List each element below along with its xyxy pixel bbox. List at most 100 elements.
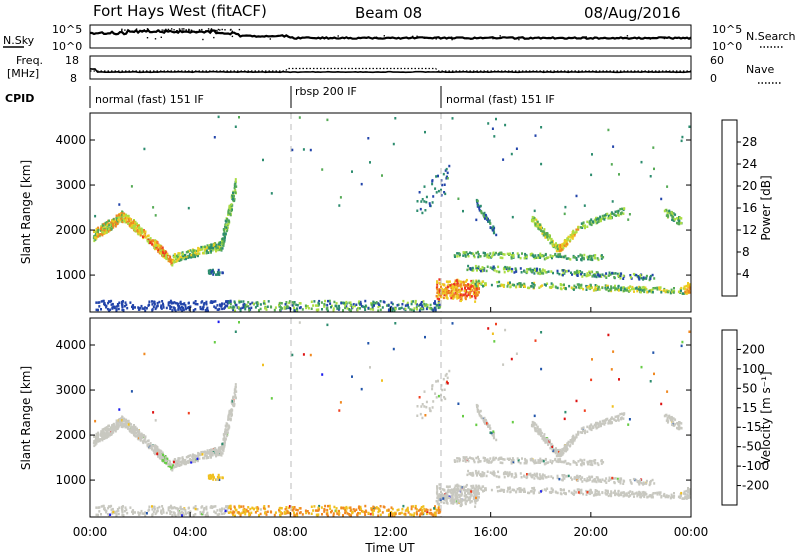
velocity-cell bbox=[452, 502, 455, 505]
power-cell bbox=[650, 291, 653, 294]
power-cell bbox=[470, 252, 473, 255]
power-cell bbox=[284, 303, 287, 306]
velocity-cell bbox=[500, 456, 503, 459]
velocity-cell bbox=[616, 493, 619, 496]
velocity-cell bbox=[364, 513, 367, 516]
power-cell bbox=[100, 308, 102, 311]
power-cell bbox=[132, 305, 134, 309]
power-cell bbox=[187, 254, 190, 258]
power-cell bbox=[456, 255, 459, 258]
power-cell bbox=[451, 292, 454, 295]
velocity-cell bbox=[462, 488, 465, 492]
power-cell bbox=[225, 223, 228, 227]
power-cell bbox=[234, 191, 237, 194]
noise-search-dot bbox=[210, 29, 213, 31]
velocity-cell bbox=[438, 496, 441, 499]
power-cell bbox=[124, 220, 127, 224]
power-cell bbox=[615, 214, 618, 217]
velocity-cell bbox=[475, 485, 478, 489]
velocity-cell bbox=[565, 475, 568, 478]
noise-search-dot bbox=[209, 29, 212, 31]
velocity-cell bbox=[456, 460, 459, 463]
power-cell bbox=[651, 288, 654, 291]
power-cell bbox=[333, 300, 336, 304]
velocity-cell bbox=[493, 472, 496, 475]
velocity-cell bbox=[168, 460, 171, 463]
velocity-cell bbox=[223, 443, 226, 446]
power-cell bbox=[606, 286, 609, 289]
velocity-cell bbox=[433, 511, 436, 515]
velocity-cell bbox=[226, 507, 229, 510]
power-cell bbox=[200, 245, 203, 249]
velocity-cell bbox=[526, 473, 528, 476]
power-cell bbox=[431, 182, 434, 186]
velocity-cell bbox=[391, 507, 394, 511]
power-cell bbox=[660, 197, 663, 201]
velocity-cell bbox=[477, 470, 480, 473]
velocity-cell bbox=[349, 509, 352, 512]
power-cell bbox=[636, 289, 639, 293]
power-cell bbox=[401, 303, 404, 306]
power-cell bbox=[527, 286, 529, 290]
power-cell bbox=[314, 304, 317, 307]
velocity-cell bbox=[434, 507, 437, 511]
noise-search-dot bbox=[205, 30, 207, 32]
velocity-cell bbox=[98, 510, 101, 513]
velocity-cell bbox=[580, 488, 583, 492]
velocity-cell bbox=[102, 432, 105, 435]
power-cell bbox=[639, 274, 642, 277]
velocity-cell bbox=[177, 513, 180, 516]
velocity-cell bbox=[126, 511, 129, 515]
velocity-cell bbox=[120, 422, 123, 425]
velocity-cell bbox=[344, 509, 347, 512]
noise-right-tick-top: 10^5 bbox=[712, 23, 742, 36]
velocity-cell bbox=[571, 492, 574, 495]
power-cell bbox=[470, 279, 473, 283]
velocity-cell bbox=[111, 427, 114, 431]
power-cell bbox=[435, 191, 438, 194]
velocity-cell bbox=[209, 473, 212, 477]
power-cell bbox=[477, 283, 480, 286]
power-cell bbox=[479, 204, 482, 208]
velocity-cell bbox=[351, 511, 354, 514]
power-cell bbox=[642, 278, 645, 281]
velocity-cell bbox=[211, 474, 214, 478]
power-cell bbox=[611, 200, 614, 203]
power-cell bbox=[487, 122, 490, 125]
velocity-cell bbox=[645, 479, 648, 483]
freq-left-tick-top: 18 bbox=[65, 54, 79, 67]
velocity-cell bbox=[227, 413, 230, 417]
velocity-cell bbox=[352, 508, 355, 511]
power-cell bbox=[581, 275, 584, 278]
power-cell bbox=[156, 301, 159, 305]
power-cell bbox=[459, 295, 461, 299]
velocity-cell bbox=[441, 492, 444, 496]
power-cell bbox=[615, 287, 617, 290]
power-cell bbox=[152, 206, 155, 209]
velocity-cell bbox=[234, 394, 237, 397]
power-cell bbox=[371, 306, 374, 310]
velocity-cell bbox=[470, 500, 473, 503]
velocity-cell bbox=[406, 508, 409, 512]
power-cell bbox=[150, 239, 153, 243]
power-cell bbox=[542, 254, 545, 258]
power-cell bbox=[581, 226, 584, 229]
power-cell bbox=[579, 286, 581, 290]
velocity-cell bbox=[558, 477, 561, 481]
velocity-cell bbox=[479, 474, 482, 478]
power-cell bbox=[554, 253, 557, 257]
velocity-cell bbox=[105, 426, 108, 429]
power-cell bbox=[116, 303, 119, 306]
power-cell bbox=[596, 288, 599, 291]
velocity-cell bbox=[323, 508, 326, 511]
velocity-cell bbox=[183, 461, 186, 464]
power-cell bbox=[484, 252, 486, 255]
power-cell bbox=[172, 301, 174, 305]
power-cell bbox=[123, 212, 126, 215]
velocity-cell bbox=[413, 512, 416, 515]
noise-panel-frame bbox=[89, 24, 692, 49]
power-cell bbox=[326, 118, 329, 122]
power-cell bbox=[364, 299, 367, 303]
power-cell bbox=[475, 266, 478, 270]
